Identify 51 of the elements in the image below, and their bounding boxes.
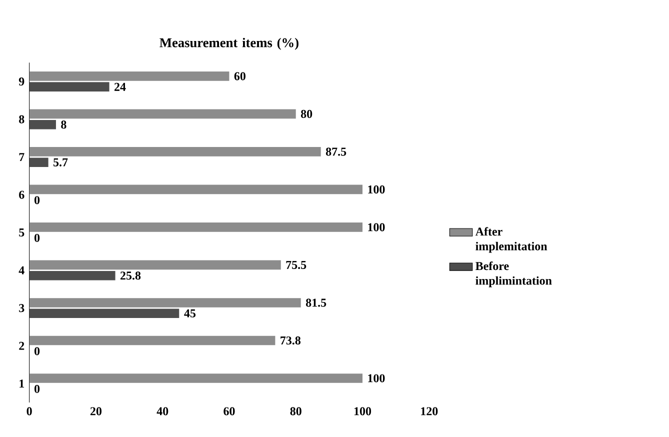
bar xyxy=(29,374,362,383)
data-label: 45 xyxy=(184,309,196,318)
bar xyxy=(29,298,301,308)
y-tick-label: 2 xyxy=(19,342,24,350)
legend-label: Before implimintation xyxy=(476,261,552,288)
y-tick-label: 8 xyxy=(19,115,24,124)
data-label: 24 xyxy=(114,82,126,91)
bar xyxy=(29,184,362,194)
data-label: 75.5 xyxy=(286,260,306,269)
x-tick-label: 60 xyxy=(224,407,235,416)
x-tick-label: 0 xyxy=(26,407,32,416)
chart-title: Measurement items (%) xyxy=(160,38,298,50)
y-tick-label: 4 xyxy=(18,266,24,274)
bar xyxy=(29,336,276,346)
data-label: 80 xyxy=(300,110,312,118)
x-tick-label: 40 xyxy=(156,407,168,416)
bar xyxy=(29,109,296,119)
bar xyxy=(29,222,362,232)
x-tick-label: 100 xyxy=(354,407,372,416)
data-label: 25.8 xyxy=(120,272,141,280)
data-label: 100 xyxy=(368,223,385,232)
bar xyxy=(29,146,321,156)
data-label: 0 xyxy=(34,384,40,393)
legend-label: After implemitation xyxy=(475,227,548,253)
y-tick-label: 7 xyxy=(19,153,24,161)
bar xyxy=(29,158,48,167)
data-label: 81.5 xyxy=(306,298,326,307)
bar xyxy=(29,120,56,130)
bar xyxy=(29,82,110,92)
x-tick-label: 20 xyxy=(90,407,102,416)
data-label: 0 xyxy=(34,234,40,242)
data-label: 8 xyxy=(61,120,66,129)
data-label: 60 xyxy=(234,72,246,80)
data-label: 100 xyxy=(368,374,385,382)
data-label: 0 xyxy=(34,196,40,204)
x-tick-label: 80 xyxy=(290,407,302,416)
x-tick-label: 120 xyxy=(421,407,438,416)
y-tick-label: 6 xyxy=(19,190,24,199)
data-label: 87.5 xyxy=(326,148,346,156)
data-label: 73.8 xyxy=(280,336,301,345)
bar xyxy=(29,308,180,318)
bar xyxy=(29,71,230,81)
y-tick-label: 3 xyxy=(19,304,24,312)
y-tick-label: 5 xyxy=(19,228,24,236)
data-label: 5.7 xyxy=(54,158,68,166)
data-label: 0 xyxy=(34,347,40,356)
bar xyxy=(29,260,281,270)
data-label: 100 xyxy=(368,185,385,194)
y-tick-label: 1 xyxy=(20,380,24,388)
bar xyxy=(29,270,116,280)
y-tick-label: 9 xyxy=(18,77,24,86)
